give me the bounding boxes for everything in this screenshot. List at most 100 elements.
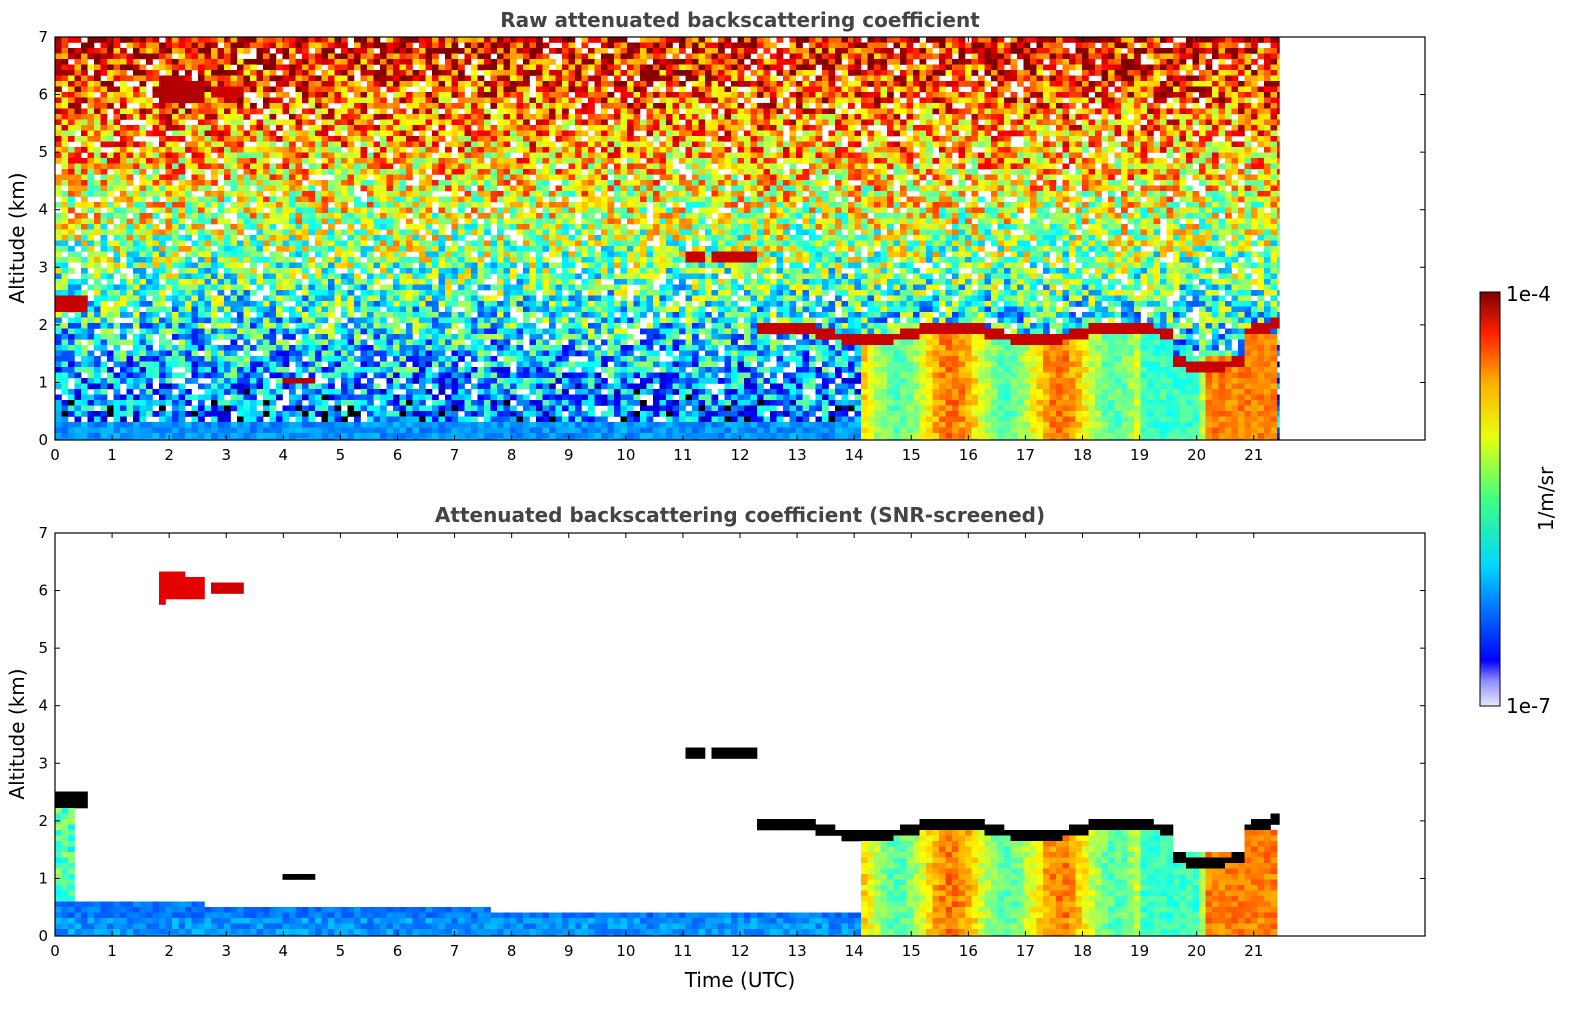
heatmap-cell xyxy=(315,323,322,329)
heatmap-cell xyxy=(295,86,303,93)
heatmap-cell xyxy=(302,42,309,49)
heatmap-cell xyxy=(165,147,173,153)
heatmap-cell xyxy=(523,42,530,49)
heatmap-cell xyxy=(503,317,511,324)
heatmap-cell xyxy=(263,119,270,126)
heatmap-cell xyxy=(406,323,413,329)
heatmap-cell xyxy=(308,191,316,197)
heatmap-cell xyxy=(120,361,127,368)
heatmap-cell xyxy=(178,174,186,181)
heatmap-cell xyxy=(68,279,75,285)
heatmap-cell xyxy=(55,367,62,373)
heatmap-cell xyxy=(100,103,108,109)
heatmap-cell xyxy=(503,405,511,412)
heatmap-cell xyxy=(120,246,127,252)
heatmap-cell xyxy=(399,268,407,274)
heatmap-cell xyxy=(328,119,335,126)
heatmap-cell xyxy=(224,295,231,302)
heatmap-cell xyxy=(256,411,264,417)
heatmap-cell xyxy=(451,383,459,390)
heatmap-cell xyxy=(139,273,147,280)
heatmap-cell xyxy=(315,317,322,324)
heatmap-cell xyxy=(334,416,342,423)
heatmap-cell xyxy=(432,257,439,263)
heatmap-cell xyxy=(367,317,374,324)
heatmap-cell xyxy=(61,279,69,285)
heatmap-cell xyxy=(406,334,413,340)
heatmap-cell xyxy=(289,317,296,324)
heatmap-cell xyxy=(529,361,537,368)
heatmap-cell xyxy=(120,53,127,60)
heatmap-cell xyxy=(120,400,127,406)
heatmap-cell xyxy=(497,312,504,318)
heatmap-cell xyxy=(243,103,251,109)
heatmap-cell xyxy=(55,240,62,247)
heatmap-cell xyxy=(542,59,550,65)
heatmap-cell xyxy=(484,37,491,43)
heatmap-cell xyxy=(243,350,251,357)
heatmap-cell xyxy=(243,290,251,296)
heatmap-cell xyxy=(191,251,199,258)
heatmap-cell xyxy=(334,240,342,247)
heatmap-cell xyxy=(510,251,517,258)
heatmap-cell xyxy=(198,328,205,335)
heatmap-cell xyxy=(464,262,472,269)
heatmap-cell xyxy=(185,158,192,164)
heatmap-cell xyxy=(107,86,114,93)
heatmap-cell xyxy=(354,284,361,291)
heatmap-cell xyxy=(308,37,316,43)
heatmap-cell xyxy=(191,334,199,340)
heatmap-cell xyxy=(211,317,218,324)
heatmap-cell xyxy=(451,400,459,406)
heatmap-cell xyxy=(185,196,192,203)
heatmap-cell xyxy=(490,411,498,417)
heatmap-cell xyxy=(146,350,153,357)
heatmap-cell xyxy=(412,372,420,379)
heatmap-cell xyxy=(354,48,361,54)
heatmap-cell xyxy=(334,218,342,225)
heatmap-cell xyxy=(198,42,205,49)
heatmap-cell xyxy=(198,224,205,230)
heatmap-cell xyxy=(308,301,316,307)
heatmap-cell xyxy=(367,92,374,98)
heatmap-cell xyxy=(269,114,277,120)
heatmap-cell xyxy=(276,180,283,186)
heatmap-cell xyxy=(159,158,166,164)
heatmap-cell xyxy=(100,257,108,263)
heatmap-cell xyxy=(295,119,303,126)
heatmap-cell xyxy=(74,240,82,247)
heatmap-cell xyxy=(302,136,309,142)
heatmap-cell xyxy=(61,48,69,54)
heatmap-cell xyxy=(529,301,537,307)
heatmap-cell xyxy=(94,185,101,192)
heatmap-cell xyxy=(308,213,316,219)
heatmap-cell xyxy=(139,251,147,258)
heatmap-cell xyxy=(399,48,407,54)
heatmap-cell xyxy=(120,114,127,120)
heatmap-cell xyxy=(172,174,179,181)
heatmap-cell xyxy=(178,284,186,291)
heatmap-cell xyxy=(295,213,303,219)
heatmap-cell xyxy=(412,229,420,236)
heatmap-cell xyxy=(61,42,69,49)
heatmap-cell xyxy=(224,361,231,368)
heatmap-cell xyxy=(120,306,127,313)
heatmap-cell xyxy=(406,125,413,131)
heatmap-cell xyxy=(263,81,270,87)
heatmap-cell xyxy=(198,367,205,373)
heatmap-cell xyxy=(399,97,407,104)
heatmap-cell xyxy=(61,119,69,126)
heatmap-cell xyxy=(360,240,368,247)
heatmap-cell xyxy=(224,257,231,263)
heatmap-cell xyxy=(360,295,368,302)
heatmap-cell xyxy=(204,136,212,142)
heatmap-cell xyxy=(386,75,394,82)
heatmap-cell xyxy=(81,147,88,153)
heatmap-cell xyxy=(55,224,62,230)
heatmap-cell xyxy=(445,163,452,170)
heatmap-cell xyxy=(191,224,199,230)
heatmap-cell xyxy=(484,174,491,181)
heatmap-cell xyxy=(185,114,192,120)
heatmap-cell xyxy=(133,97,140,104)
heatmap-cell xyxy=(94,361,101,368)
